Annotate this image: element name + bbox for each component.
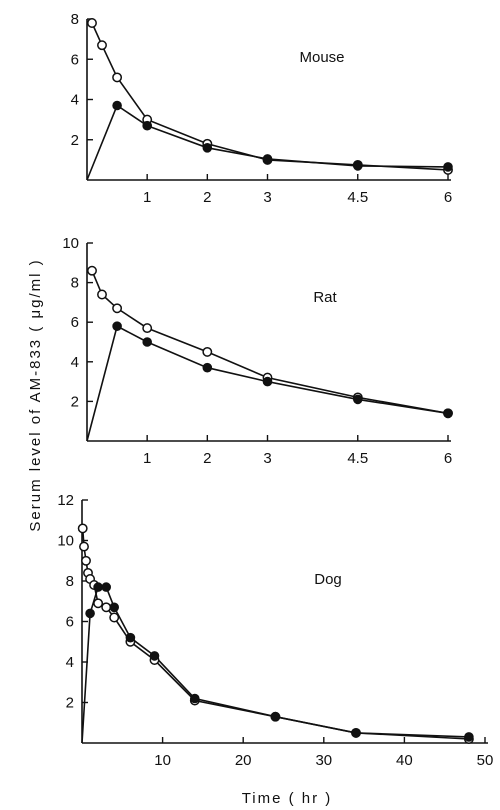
rat-x-tick-label: 1 xyxy=(143,450,151,467)
dog-y-tick-label: 10 xyxy=(57,533,74,550)
mouse-filled-point xyxy=(352,161,363,171)
rat-x-tick-label: 6 xyxy=(444,450,452,467)
dog-y-tick-label: 4 xyxy=(66,654,74,671)
dog-filled-point xyxy=(85,608,95,619)
dog-filled-point xyxy=(109,602,119,613)
mouse-series-filled-line xyxy=(86,104,449,181)
dog-x-tick-label: 20 xyxy=(235,752,252,769)
mouse-filled-point xyxy=(142,120,152,131)
dog-x-tick-label: 40 xyxy=(396,752,413,769)
dog-y-tick-label: 6 xyxy=(66,614,74,631)
dog-filled-point xyxy=(270,711,281,722)
mouse-y-tick-label: 8 xyxy=(71,11,79,28)
rat-y-tick-label: 6 xyxy=(71,314,79,331)
dog-filled-point xyxy=(149,651,160,661)
rat-filled-point xyxy=(142,337,152,347)
rat-panel-label: Rat xyxy=(313,289,337,306)
rat-filled-point xyxy=(443,408,453,419)
rat-y-tick-label: 8 xyxy=(71,275,79,292)
dog-y-tick-label: 12 xyxy=(57,492,74,509)
rat-filled-point xyxy=(352,394,363,405)
rat-filled-point xyxy=(112,321,122,331)
mouse-x-tick-label: 1 xyxy=(143,189,151,206)
mouse-series-open-line xyxy=(91,22,449,171)
dog-filled-point xyxy=(351,728,361,738)
rat-open-point xyxy=(202,346,213,357)
panel-mouse: 2 4 6 8 1 2 3 4.5 6 Mouse xyxy=(71,11,453,206)
rat-filled-point xyxy=(262,376,273,387)
dog-filled-point xyxy=(190,693,200,704)
dog-open-point xyxy=(109,612,120,623)
mouse-x-tick-label: 6 xyxy=(444,189,452,206)
dog-panel-label: Dog xyxy=(314,571,342,588)
dog-x-tick-label: 50 xyxy=(477,752,494,769)
dog-open-point xyxy=(77,523,88,534)
dog-open-point xyxy=(93,598,104,609)
dog-filled-point xyxy=(125,632,136,643)
rat-y-tick-label: 4 xyxy=(71,354,79,371)
dog-filled-point xyxy=(464,732,474,742)
x-axis-title: Time ( hr ) xyxy=(242,790,333,807)
dog-x-tick-label: 30 xyxy=(315,752,332,769)
panel-dog: 2 4 6 8 10 12 10 20 30 40 50 Dog xyxy=(57,492,493,769)
mouse-y-tick-label: 6 xyxy=(71,51,79,68)
mouse-x-tick-label: 2 xyxy=(203,189,211,206)
mouse-open-point xyxy=(97,40,107,51)
dog-open-point xyxy=(79,541,89,552)
dog-y-tick-label: 8 xyxy=(66,573,74,590)
rat-filled-point xyxy=(202,362,213,373)
rat-open-point xyxy=(87,265,97,276)
dog-filled-point xyxy=(93,582,103,592)
mouse-open-point xyxy=(87,18,97,28)
mouse-panel-label: Mouse xyxy=(299,49,344,66)
mouse-y-tick-label: 2 xyxy=(71,132,79,149)
mouse-y-tick-label: 4 xyxy=(71,92,79,109)
rat-y-tick-label: 10 xyxy=(62,235,79,252)
dog-y-tick-label: 2 xyxy=(66,695,74,712)
mouse-filled-point xyxy=(443,162,453,172)
rat-open-point xyxy=(142,323,153,334)
dog-filled-point xyxy=(101,582,111,592)
dog-x-tick-label: 10 xyxy=(154,752,171,769)
rat-open-point xyxy=(97,289,107,300)
rat-y-tick-label: 2 xyxy=(71,393,79,410)
mouse-x-tick-label: 4.5 xyxy=(347,189,368,206)
rat-x-tick-label: 3 xyxy=(263,450,271,467)
rat-x-tick-label: 4.5 xyxy=(347,450,368,467)
y-axis-title: Serum level of AM-833 ( μg/ml ) xyxy=(27,258,44,531)
mouse-filled-point xyxy=(202,143,213,153)
mouse-filled-point xyxy=(262,154,273,164)
rat-open-point xyxy=(112,303,123,314)
dog-open-point xyxy=(81,555,91,566)
dog-open-point xyxy=(101,602,112,613)
mouse-x-tick-label: 3 xyxy=(263,189,271,206)
mouse-open-point xyxy=(112,72,123,83)
mouse-filled-point xyxy=(112,100,122,111)
dog-series-open-line xyxy=(81,528,469,740)
rat-x-tick-label: 2 xyxy=(203,450,211,467)
